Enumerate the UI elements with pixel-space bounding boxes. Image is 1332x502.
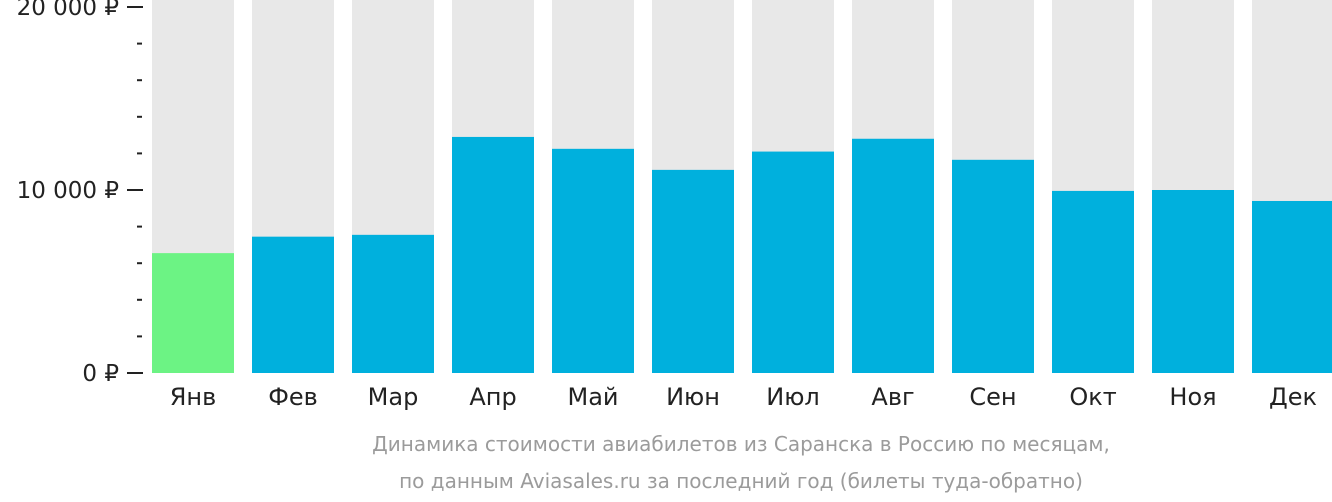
caption-line-2: по данным Aviasales.ru за последний год …: [399, 469, 1083, 493]
x-tick-label: Сен: [969, 383, 1016, 411]
x-tick-label: Окт: [1069, 383, 1116, 411]
x-tick-label: Янв: [170, 383, 217, 411]
y-tick-label: 10 000 ₽: [17, 178, 119, 204]
bar: [552, 148, 634, 373]
bar: [152, 253, 234, 373]
bar: [452, 136, 534, 373]
x-tick-label: Апр: [469, 383, 516, 411]
bar: [652, 169, 734, 373]
x-tick-label: Мар: [368, 383, 419, 411]
bar: [752, 151, 834, 373]
x-tick-label: Авг: [871, 383, 914, 411]
bar: [252, 236, 334, 373]
y-tick-label: 20 000 ₽: [17, 0, 119, 21]
x-tick-label: Май: [567, 383, 618, 411]
bar: [352, 234, 434, 373]
x-tick-label: Ноя: [1169, 383, 1216, 411]
x-tick-label: Июл: [766, 383, 820, 411]
bar: [952, 159, 1034, 373]
x-tick-label: Июн: [666, 383, 720, 411]
chart-caption: Динамика стоимости авиабилетов из Саранс…: [372, 432, 1110, 493]
y-axis: 0 ₽ 10 000 ₽ 20 000 ₽: [17, 0, 143, 387]
x-axis-labels: Янв Фев Мар Апр Май Июн Июл Авг Сен Окт Ноя Дек: [170, 383, 1317, 411]
bar: [1052, 190, 1134, 373]
x-tick-label: Фев: [268, 383, 318, 411]
caption-line-1: Динамика стоимости авиабилетов из Саранс…: [372, 432, 1110, 456]
bar: [852, 138, 934, 373]
y-tick-label: 0 ₽: [82, 361, 119, 387]
bar: [1152, 190, 1234, 373]
data-bars: [152, 136, 1332, 373]
bar: [1252, 200, 1332, 373]
x-tick-label: Дек: [1269, 383, 1317, 411]
